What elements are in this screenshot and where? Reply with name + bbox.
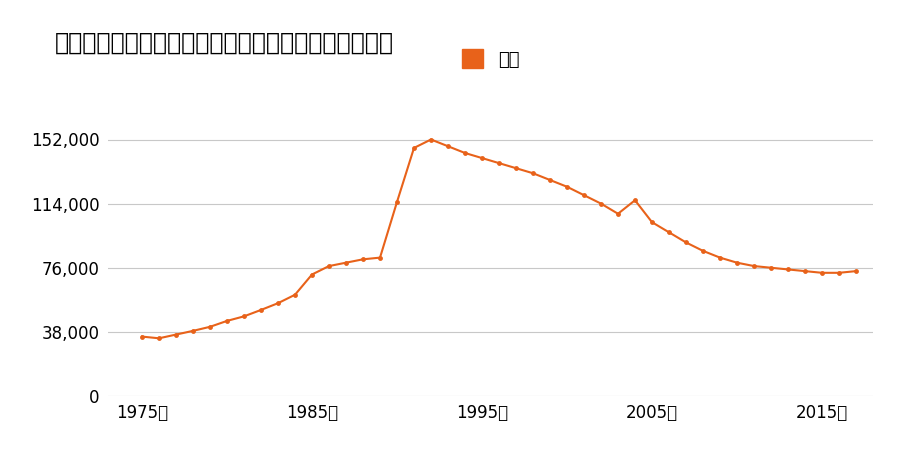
価格 xyxy=(698,248,708,254)
価格 xyxy=(663,230,674,235)
Text: 群馬県高崎市上並榎町字八反田１７３番２の地価推移: 群馬県高崎市上並榎町字八反田１７３番２の地価推移 xyxy=(54,31,393,55)
価格 xyxy=(799,268,810,274)
価格 xyxy=(256,307,266,313)
価格 xyxy=(443,144,454,149)
価格 xyxy=(562,184,572,189)
価格 xyxy=(204,324,215,329)
価格 xyxy=(527,171,538,176)
価格 xyxy=(340,260,351,265)
価格 xyxy=(579,193,590,198)
価格 xyxy=(850,268,861,274)
価格 xyxy=(409,145,419,151)
価格 xyxy=(646,220,657,225)
Line: 価格: 価格 xyxy=(140,137,859,341)
価格 xyxy=(783,267,794,272)
価格 xyxy=(154,336,165,341)
価格 xyxy=(596,201,607,206)
Legend: 価格: 価格 xyxy=(454,42,526,76)
価格 xyxy=(510,166,521,171)
価格 xyxy=(460,150,471,156)
価格 xyxy=(374,255,385,260)
価格 xyxy=(307,272,318,277)
価格 xyxy=(680,240,691,245)
価格 xyxy=(290,292,301,297)
価格 xyxy=(324,263,335,269)
価格 xyxy=(221,318,232,324)
価格 xyxy=(715,255,725,260)
価格 xyxy=(766,265,777,270)
価格 xyxy=(833,270,844,275)
価格 xyxy=(544,177,555,183)
価格 xyxy=(816,270,827,275)
価格 xyxy=(273,301,284,306)
価格 xyxy=(238,314,249,319)
価格 xyxy=(749,263,760,269)
価格 xyxy=(187,328,198,333)
価格 xyxy=(732,260,742,265)
価格 xyxy=(426,137,436,142)
価格 xyxy=(613,211,624,216)
価格 xyxy=(630,198,641,203)
価格 xyxy=(171,332,182,338)
価格 xyxy=(392,199,402,205)
価格 xyxy=(493,161,504,166)
価格 xyxy=(357,256,368,262)
価格 xyxy=(477,155,488,161)
価格 xyxy=(137,334,148,339)
